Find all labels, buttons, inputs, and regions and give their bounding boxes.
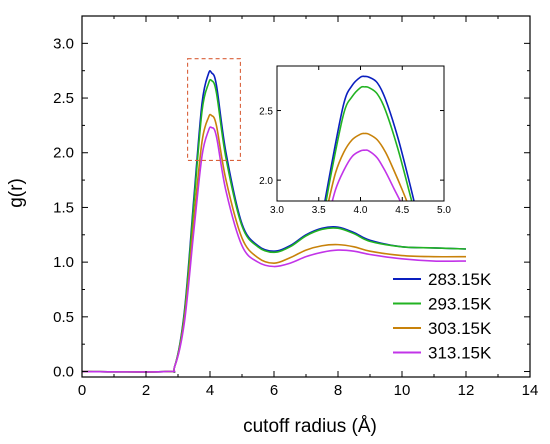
inset-series-group xyxy=(324,75,415,201)
inset-x-tick-label: 4.5 xyxy=(395,205,409,216)
x-tick-label: 4 xyxy=(206,382,214,399)
inset-x-tick-label: 5.0 xyxy=(437,205,451,216)
zoom-box xyxy=(187,58,241,161)
inset-x-tick-label: 4.0 xyxy=(354,205,368,216)
y-tick-label: 0.0 xyxy=(53,364,74,381)
x-tick-label: 6 xyxy=(270,382,278,399)
legend-label-293.15K: 293.15K xyxy=(428,295,492,314)
inset-series-line-313.15K xyxy=(331,149,402,201)
y-tick-label: 3.0 xyxy=(53,35,74,52)
x-tick-label: 14 xyxy=(522,382,539,399)
y-axis-title: g(r) xyxy=(6,178,27,208)
y-tick-label: 2.0 xyxy=(53,145,74,162)
y-tick-label: 1.0 xyxy=(53,254,74,271)
x-tick-label: 10 xyxy=(394,382,411,399)
y-tick-label: 2.5 xyxy=(53,90,74,107)
inset-x-tick-label: 3.5 xyxy=(312,205,326,216)
main-plot: 0 2 4 6 8 10 12 14 0.0 0.5 1.0 1.5 2.0 2.5 3.0 xyxy=(53,15,539,399)
series-line-313.15K xyxy=(81,126,467,373)
inset-series-line-303.15K xyxy=(327,132,408,201)
inset-plot: 3.0 3.5 4.0 4.5 5.0 2.0 2.5 xyxy=(259,65,451,216)
legend: 283.15K 293.15K 303.15K 313.15K xyxy=(393,270,492,363)
legend-label-283.15K: 283.15K xyxy=(428,270,492,289)
x-tick-label: 2 xyxy=(142,382,150,399)
inset-y-tick-label: 2.0 xyxy=(259,176,273,187)
inset-x-tick-label: 3.0 xyxy=(270,205,284,216)
x-tick-label: 0 xyxy=(78,382,86,399)
legend-label-313.15K: 313.15K xyxy=(428,344,492,363)
inset-y-tick-label: 2.5 xyxy=(259,107,273,118)
x-tick-label: 12 xyxy=(458,382,475,399)
legend-label-303.15K: 303.15K xyxy=(428,319,492,338)
inset-series-line-283.15K xyxy=(324,75,415,201)
x-axis-title: cutoff radius (Å) xyxy=(243,416,377,437)
y-tick-label: 0.5 xyxy=(53,309,74,326)
y-tick-label: 1.5 xyxy=(53,199,74,216)
x-tick-label: 8 xyxy=(334,382,342,399)
inset-series-line-293.15K xyxy=(325,85,413,201)
